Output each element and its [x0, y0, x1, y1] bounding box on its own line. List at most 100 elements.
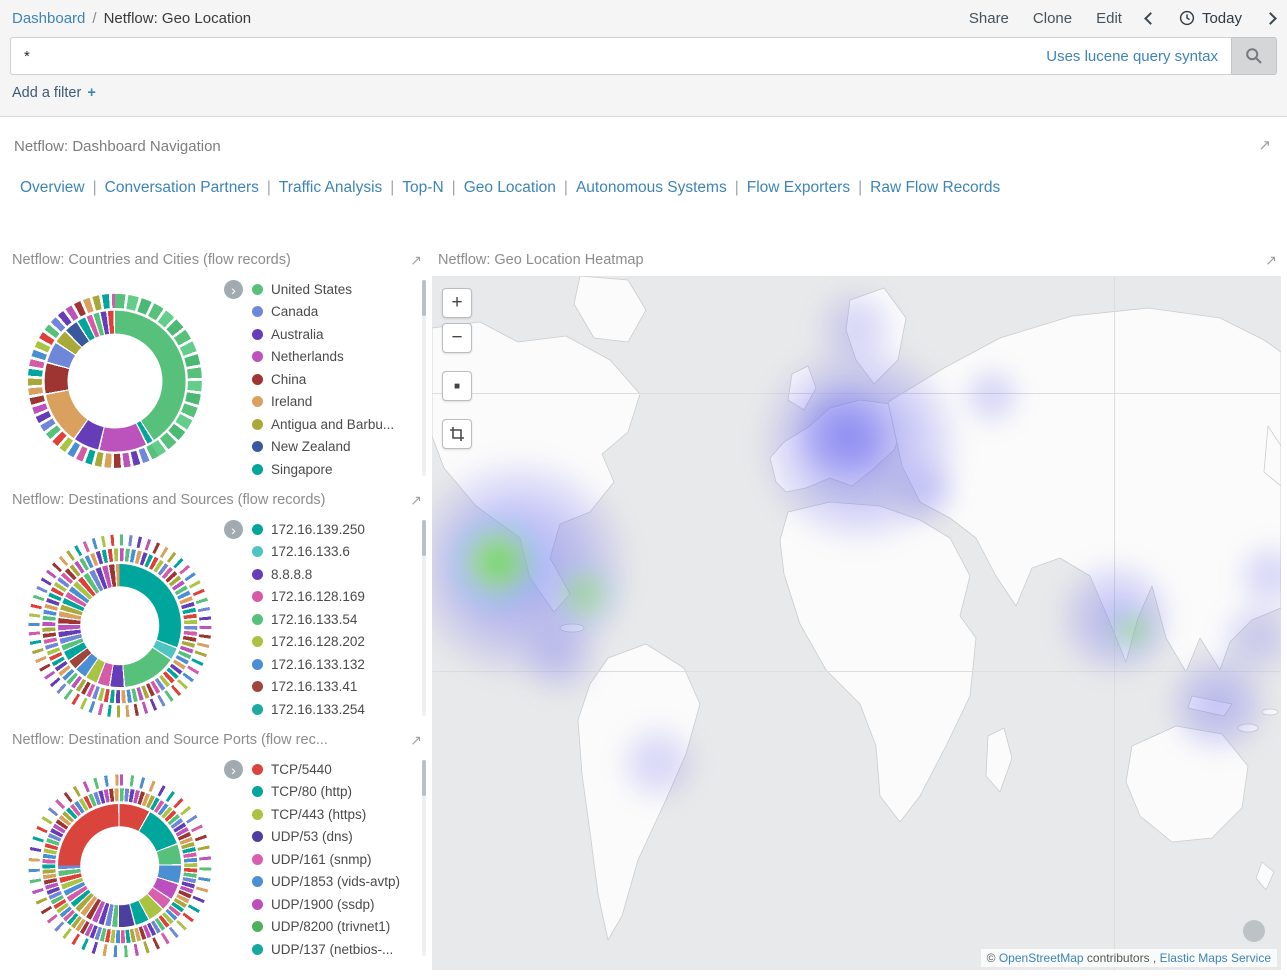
legend-item[interactable]: TCP/5440 — [252, 758, 426, 781]
legend-item[interactable]: Antigua and Barbu... — [252, 413, 426, 436]
add-filter-plus-icon[interactable]: + — [87, 85, 96, 101]
panel-geo-location-heatmap: Netflow: Geo Location Heatmap ↗ — [432, 248, 1281, 976]
expand-panel-icon[interactable]: ↗ — [410, 732, 422, 748]
scrollbar-thumb[interactable] — [422, 280, 426, 316]
legend-item[interactable]: Canada — [252, 301, 426, 324]
expand-panel-icon[interactable]: ↗ — [410, 252, 422, 268]
legend-item[interactable]: UDP/53 (dns) — [252, 826, 426, 849]
legend-color-dot — [252, 703, 263, 715]
time-back-button[interactable] — [1144, 11, 1157, 25]
legend-color-dot — [252, 831, 263, 843]
zoom-out-button[interactable]: − — [442, 323, 472, 353]
world-map[interactable]: + − ■ © OpenStreetMap contributors , Elast… — [432, 276, 1281, 970]
legend-scrollbar[interactable] — [422, 280, 426, 476]
legend-item[interactable]: TCP/443 (https) — [252, 803, 426, 826]
expand-panel-icon[interactable]: ↗ — [410, 492, 422, 508]
destinations-sunburst-chart[interactable] — [27, 533, 212, 718]
legend-item[interactable]: UDP/1900 (ssdp) — [252, 893, 426, 916]
legend-item[interactable]: 172.16.133.41 — [252, 676, 426, 699]
legend-item[interactable]: China — [252, 368, 426, 391]
legend-item[interactable]: UDP/1853 (vids-avtp) — [252, 871, 426, 894]
legend-scrollbar[interactable] — [422, 520, 426, 716]
legend-color-dot — [252, 306, 263, 318]
ports-sunburst-chart[interactable] — [27, 773, 212, 958]
legend-item[interactable]: Ireland — [252, 391, 426, 414]
nav-link-autonomous-systems[interactable]: Autonomous Systems — [575, 179, 727, 196]
scrollbar-thumb[interactable] — [422, 520, 426, 556]
legend-item[interactable]: UDP/8200 (trivnet1) — [252, 916, 426, 939]
legend-item[interactable]: 172.16.139.250 — [252, 518, 426, 541]
legend-color-dot — [252, 681, 263, 693]
legend-item[interactable]: TCP/80 (http) — [252, 781, 426, 804]
legend-item[interactable]: 172.16.128.202 — [252, 631, 426, 654]
legend-toggle-button[interactable]: › — [224, 520, 243, 539]
chart-ring-hole — [79, 585, 160, 666]
legend-item[interactable]: United States — [252, 278, 426, 301]
expand-panel-icon[interactable]: ↗ — [1265, 252, 1277, 268]
legend-item[interactable]: Singapore — [252, 458, 426, 481]
legend-item[interactable]: 172.16.128.169 — [252, 586, 426, 609]
fit-data-bounds-button[interactable]: ■ — [442, 371, 472, 401]
map-controls: + − ■ — [442, 288, 472, 449]
nav-separator: | — [451, 179, 456, 196]
dashboard-nav-links: Overview | Conversation Partners | Traffic A… — [20, 179, 1273, 197]
heat-blob — [446, 510, 550, 614]
countries-donut-chart[interactable] — [27, 293, 203, 469]
legend-toggle-button[interactable]: › — [224, 760, 243, 779]
attribution-collapse-button[interactable] — [1243, 920, 1265, 942]
scrollbar-thumb[interactable] — [422, 760, 426, 796]
legend-item[interactable]: UDP/137 (netbios-... — [252, 938, 426, 961]
lucene-syntax-link[interactable]: Uses lucene query syntax — [1046, 47, 1218, 65]
legend-item[interactable]: 172.16.133.132 — [252, 653, 426, 676]
nav-separator: | — [92, 179, 97, 196]
nav-link-raw-flow-records[interactable]: Raw Flow Records — [870, 179, 1001, 196]
legend-item[interactable]: New Zealand — [252, 436, 426, 459]
nav-link-traffic-analysis[interactable]: Traffic Analysis — [278, 179, 383, 196]
nav-link-geo-location[interactable]: Geo Location — [463, 179, 556, 196]
share-button[interactable]: Share — [968, 9, 1009, 27]
breadcrumb-dashboard-link[interactable]: Dashboard — [12, 9, 86, 27]
legend-toggle-button[interactable]: › — [224, 280, 243, 299]
time-forward-button[interactable] — [1264, 11, 1277, 25]
elastic-maps-service-link[interactable]: Elastic Maps Service — [1159, 951, 1271, 965]
legend-item[interactable]: 172.16.133.6 — [252, 541, 426, 564]
add-filter-button[interactable]: Add a filter — [12, 85, 82, 101]
nav-link-overview[interactable]: Overview — [20, 179, 85, 196]
legend-item[interactable]: 172.16.133.254 — [252, 698, 426, 721]
legend-item[interactable]: UDP/161 (snmp) — [252, 848, 426, 871]
legend-label: 172.16.128.202 — [271, 634, 365, 650]
panels-row: Netflow: Countries and Cities (flow reco… — [0, 248, 1287, 976]
chart-ring-hole — [79, 825, 160, 906]
legend-color-dot — [252, 546, 263, 558]
legend-item[interactable]: 172.16.133.54 — [252, 608, 426, 631]
legend-item[interactable]: Australia — [252, 323, 426, 346]
legend-scrollbar[interactable] — [422, 760, 426, 956]
legend-label: TCP/443 (https) — [271, 806, 367, 822]
filter-bar: Add a filter + — [0, 75, 1287, 101]
edit-button[interactable]: Edit — [1096, 9, 1122, 27]
nav-separator: | — [563, 179, 568, 196]
legend-label: 172.16.133.254 — [271, 701, 365, 717]
top-actions: Share Clone Edit Today — [968, 9, 1277, 27]
legend-item[interactable]: 8.8.8.8 — [252, 563, 426, 586]
nav-link-top-n[interactable]: Top-N — [402, 179, 444, 196]
clone-button[interactable]: Clone — [1032, 9, 1073, 27]
legend-label: 172.16.133.41 — [271, 679, 358, 695]
nav-link-conversation-partners[interactable]: Conversation Partners — [104, 179, 259, 196]
query-input[interactable]: * Uses lucene query syntax — [10, 37, 1231, 75]
legend-item[interactable]: Netherlands — [252, 346, 426, 369]
zoom-in-button[interactable]: + — [442, 288, 472, 318]
draw-bounding-box-button[interactable] — [442, 419, 472, 449]
panel-title: Netflow: Geo Location Heatmap — [438, 252, 644, 268]
expand-panel-icon[interactable]: ↗ — [1258, 137, 1271, 154]
openstreetmap-link[interactable]: OpenStreetMap — [998, 951, 1084, 965]
legend-label: TCP/80 (http) — [271, 784, 353, 800]
legend-color-dot — [252, 283, 263, 295]
breadcrumb: Dashboard / Netflow: Geo Location Share … — [0, 0, 1287, 36]
search-button[interactable] — [1231, 37, 1277, 75]
legend-color-dot — [252, 568, 263, 580]
nav-link-flow-exporters[interactable]: Flow Exporters — [746, 179, 851, 196]
legend-label: 172.16.133.132 — [271, 656, 365, 672]
time-picker-button[interactable]: Today — [1179, 10, 1242, 27]
legend-items: United States Canada Australia Netherlands C… — [252, 278, 426, 481]
